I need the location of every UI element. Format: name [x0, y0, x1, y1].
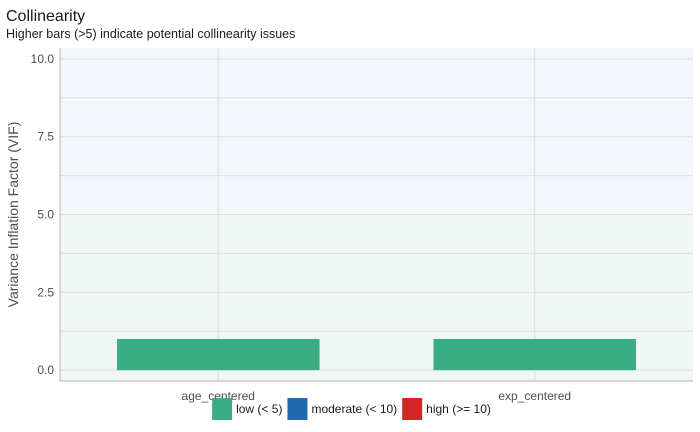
x-tick-labels: age_centered exp_centered — [182, 389, 572, 403]
y-tick-label: 0.0 — [37, 363, 54, 377]
y-axis-title: Variance Inflation Factor (VIF) — [5, 122, 21, 308]
y-tick-label: 2.5 — [37, 285, 54, 299]
legend-swatch — [287, 398, 308, 420]
bar-exp_centered — [433, 338, 637, 371]
background-band — [60, 48, 693, 59]
background-band — [60, 370, 693, 381]
gridlines — [60, 48, 693, 381]
plot-panel — [59, 48, 693, 382]
axes — [59, 48, 693, 382]
legend-swatch — [212, 398, 233, 420]
y-tick-label: 5.0 — [37, 208, 54, 222]
chart-title: Collinearity — [6, 8, 85, 25]
chart-subtitle: Higher bars (>5) indicate potential coll… — [6, 27, 295, 41]
y-tick-labels: 0.0 2.5 5.0 7.5 10.0 — [31, 52, 55, 377]
x-tick-label: exp_centered — [498, 389, 571, 403]
bar-age_centered — [116, 338, 320, 371]
legend-label: low (< 5) — [236, 402, 282, 416]
bars — [116, 338, 637, 371]
y-tick-label: 10.0 — [31, 52, 55, 66]
legend-label: moderate (< 10) — [311, 402, 397, 416]
x-tick-label: age_centered — [182, 389, 255, 403]
legend-swatch — [402, 398, 423, 420]
y-tick-label: 7.5 — [37, 130, 54, 144]
legend-label: high (>= 10) — [426, 402, 491, 416]
legend: low (< 5) moderate (< 10) high (>= 10) — [212, 398, 491, 420]
